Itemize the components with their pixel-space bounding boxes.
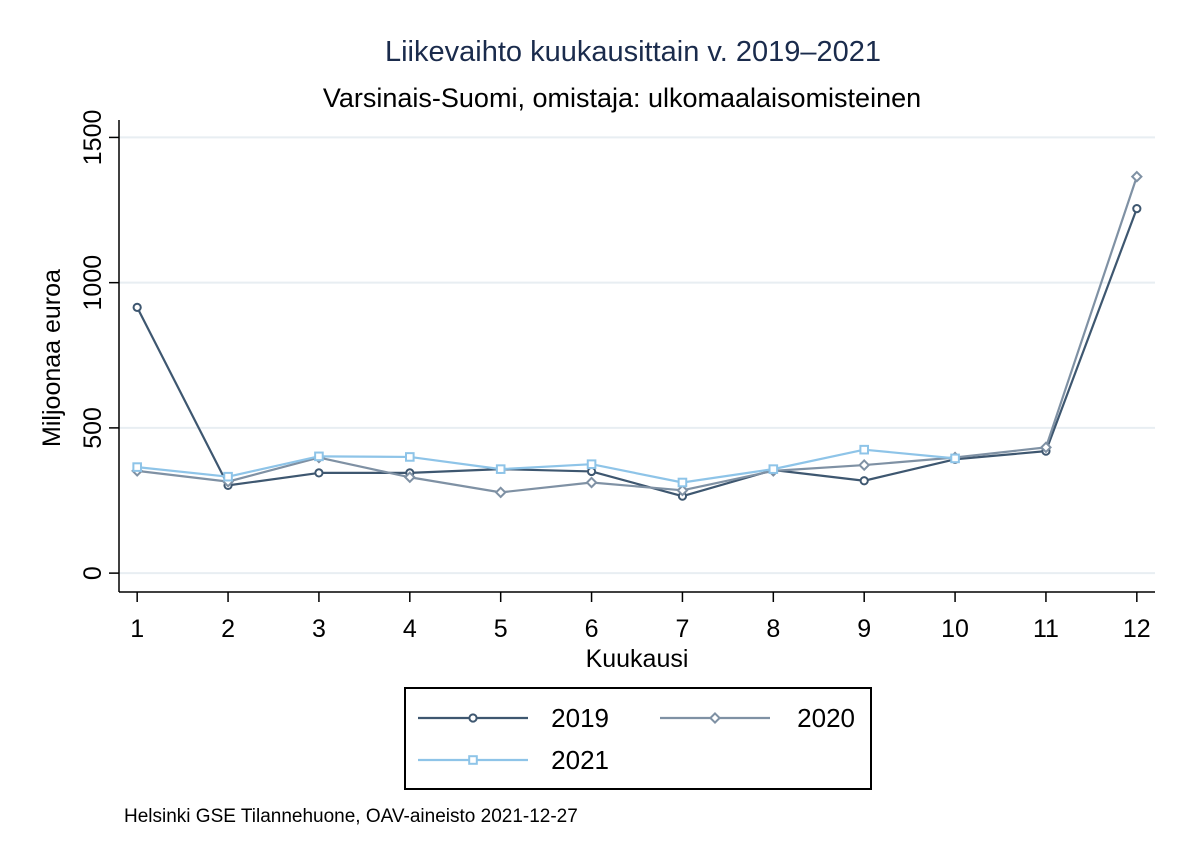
series-line-2019 <box>136 208 1138 498</box>
legend-item-2020: 2020 <box>660 703 855 733</box>
data-point-2021 <box>314 451 324 462</box>
data-point-2021 <box>495 464 506 474</box>
data-point-2019 <box>314 468 324 478</box>
legend-items: 2019 2020 2021 <box>418 703 855 775</box>
x-tick-label: 6 <box>585 615 599 643</box>
series-2020 <box>131 170 1143 499</box>
data-point-2019 <box>859 476 869 486</box>
legend-marker <box>468 755 478 765</box>
x-tick-label: 11 <box>1033 615 1059 643</box>
series-line-2021 <box>137 448 956 484</box>
x-tick-label: 3 <box>312 615 326 643</box>
data-point-2020 <box>494 486 507 499</box>
y-tick-label: 1500 <box>79 110 107 166</box>
data-point-2021 <box>677 477 688 488</box>
legend-item-2019: 2019 <box>418 703 609 733</box>
series-2021 <box>132 444 960 488</box>
legend-item-2021: 2021 <box>418 745 609 775</box>
data-point-2021 <box>223 471 233 482</box>
legend-label: 2019 <box>551 703 609 733</box>
data-point-2020 <box>676 484 689 497</box>
data-point-2020 <box>403 471 416 484</box>
data-point-2020 <box>1130 170 1143 183</box>
data-point-2019 <box>1132 203 1142 214</box>
data-point-2021 <box>132 462 142 472</box>
x-tick-label: 2 <box>221 615 235 643</box>
x-tick-label: 4 <box>403 615 417 643</box>
x-tick-label: 8 <box>766 615 780 643</box>
legend-marker <box>708 711 722 725</box>
x-tick-label: 9 <box>857 615 871 643</box>
chart-title: Liikevaihto kuukausittain v. 2019–2021 <box>385 36 881 68</box>
y-axis-title: Miljoonaa euroa <box>38 269 66 447</box>
data-point-2020 <box>1039 441 1052 454</box>
legend: 2019 2020 2021 <box>404 687 872 790</box>
data-point-2019 <box>132 302 142 312</box>
gridlines <box>119 136 1155 575</box>
data-point-2021 <box>405 452 415 462</box>
x-tick-label: 10 <box>941 615 969 643</box>
legend-marker <box>468 713 478 723</box>
y-tick-label: 500 <box>79 407 107 449</box>
data-point-2021 <box>859 444 869 455</box>
x-tick-label: 5 <box>494 615 508 643</box>
x-axis-title: Kuukausi <box>586 645 689 673</box>
data-point-2020 <box>858 459 871 472</box>
chart-subtitle: Varsinais-Suomi, omistaja: ulkomaalaisom… <box>323 83 921 113</box>
x-tick-label: 12 <box>1123 615 1151 643</box>
y-tick-label: 0 <box>79 566 107 580</box>
legend-box <box>404 687 872 790</box>
legend-label: 2020 <box>797 703 855 733</box>
legend-label: 2021 <box>551 745 609 775</box>
data-point-2021 <box>768 464 779 474</box>
data-point-2021 <box>950 453 960 464</box>
source-note: Helsinki GSE Tilannehuone, OAV-aineisto … <box>124 806 578 827</box>
y-tick-label: 1000 <box>79 255 107 311</box>
x-tick-label: 7 <box>675 615 689 643</box>
series-lines <box>131 170 1143 501</box>
x-tick-label: 1 <box>130 615 144 643</box>
series-line-2020 <box>137 176 1138 494</box>
data-point-2021 <box>586 459 597 469</box>
data-point-2020 <box>585 476 598 489</box>
